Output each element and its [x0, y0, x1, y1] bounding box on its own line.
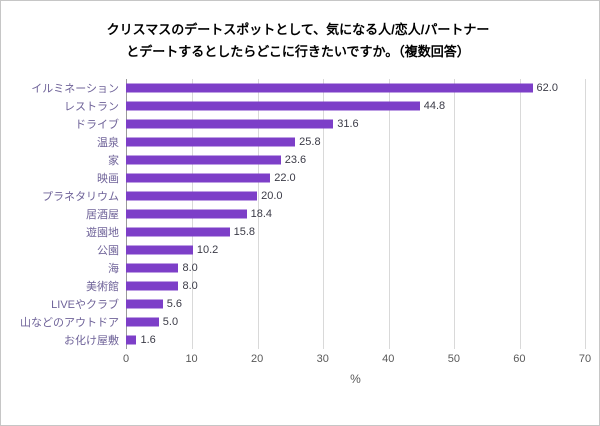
category-label: 映画	[97, 173, 119, 186]
bar-track: 15.8	[126, 223, 585, 241]
bar-chart: イルミネーション 62.0 レストラン 44.8 ドライブ 31.6 温泉 25.8 家 23.6…	[11, 79, 591, 387]
bar-row: 公園 10.2	[11, 241, 585, 259]
bar-row: プラネタリウム 20.0	[11, 187, 585, 205]
bar-track: 5.6	[126, 295, 585, 313]
chart-title-line-1: クリスマスのデートスポットとして、気になる人/恋人/パートナー	[106, 22, 490, 37]
x-tick-label: 10	[185, 353, 198, 366]
bar-row: LIVEやクラブ 5.6	[11, 295, 585, 313]
gridline	[585, 79, 586, 350]
category-label: ドライブ	[75, 119, 119, 132]
bar-row: 美術館 8.0	[11, 277, 585, 295]
x-tick-label: 20	[251, 353, 264, 366]
bar-track: 31.6	[126, 115, 585, 133]
bar-row: レストラン 44.8	[11, 97, 585, 115]
x-tick-label: 0	[122, 353, 130, 366]
x-tick-label: 30	[316, 353, 329, 366]
category-label: 山などのアウトドア	[20, 317, 119, 330]
chart-title-line-2: とデートするとしたらどこに行きたいですか。（複数回答）	[126, 44, 470, 60]
bar	[126, 263, 179, 273]
bar	[126, 209, 247, 219]
bar-track: 8.0	[126, 259, 585, 277]
bar-row: 映画 22.0	[11, 169, 585, 187]
bar	[126, 317, 159, 327]
category-label: レストラン	[64, 101, 119, 114]
category-label: お化け屋敷	[64, 335, 119, 348]
bar-track: 25.8	[126, 133, 585, 151]
bar-track: 62.0	[126, 79, 585, 97]
bar-track: 8.0	[126, 277, 585, 295]
x-axis-ticks: 0 10 20 30 40 50 60 70	[122, 353, 591, 369]
category-label: 海	[108, 263, 119, 276]
value-label: 18.4	[250, 208, 273, 221]
bar-row: 家 23.6	[11, 151, 585, 169]
value-label: 22.0	[274, 172, 296, 185]
category-label: 公園	[97, 245, 119, 258]
bar	[126, 299, 163, 309]
value-label: 5.0	[162, 316, 179, 329]
bar	[126, 173, 271, 183]
bar-track: 23.6	[126, 151, 585, 169]
gridline	[454, 79, 456, 350]
bar	[126, 191, 258, 201]
bar	[126, 155, 281, 165]
x-tick-label: 40	[382, 353, 395, 366]
value-label: 62.0	[536, 82, 558, 95]
bar-track: 20.0	[126, 187, 585, 205]
bar	[126, 281, 179, 291]
gridline	[257, 79, 259, 350]
value-label: 10.2	[196, 244, 219, 257]
value-label: 8.0	[182, 262, 198, 275]
bar	[126, 335, 137, 345]
category-label: LIVEやクラブ	[51, 299, 119, 312]
bar-track: 10.2	[126, 241, 585, 259]
gridline	[388, 79, 390, 350]
bar-track: 22.0	[126, 169, 585, 187]
bar	[126, 137, 296, 147]
bar-row: ドライブ 31.6	[11, 115, 585, 133]
value-label: 5.6	[166, 298, 183, 311]
category-label: 温泉	[97, 137, 119, 150]
bar	[126, 83, 533, 93]
bar-row: イルミネーション 62.0	[11, 79, 585, 97]
category-label: 家	[108, 155, 119, 168]
bar-row: 温泉 25.8	[11, 133, 585, 151]
x-tick-label: 70	[578, 353, 592, 366]
category-label: 美術館	[86, 281, 119, 294]
value-label: 23.6	[284, 154, 307, 167]
gridline	[323, 79, 325, 350]
category-label: イルミネーション	[31, 83, 119, 96]
bar-track: 5.0	[126, 313, 585, 331]
bar-row: 山などのアウトドア 5.0	[11, 313, 585, 331]
bar-row: 居酒屋 18.4	[11, 205, 585, 223]
value-label: 44.8	[423, 100, 446, 113]
chart-title: クリスマスのデートスポットとして、気になる人/恋人/パートナー とデートするとし…	[11, 19, 585, 63]
bar	[126, 119, 334, 129]
bar-track: 1.6	[126, 331, 585, 349]
value-label: 20.0	[261, 190, 283, 203]
value-label: 8.0	[182, 280, 198, 293]
value-label: 31.6	[337, 118, 359, 131]
x-tick-label: 60	[513, 353, 526, 366]
category-label: 遊園地	[86, 227, 119, 240]
bar-row: 海 8.0	[11, 259, 585, 277]
value-label: 15.8	[233, 226, 256, 239]
category-label: 居酒屋	[86, 209, 119, 222]
bar-row: お化け屋敷 1.6	[11, 331, 585, 349]
bar	[126, 101, 420, 111]
plot-area: イルミネーション 62.0 レストラン 44.8 ドライブ 31.6 温泉 25.8 家 23.6…	[11, 79, 586, 350]
value-label: 1.6	[140, 334, 156, 347]
value-label: 25.8	[299, 136, 321, 149]
bar-rows: イルミネーション 62.0 レストラン 44.8 ドライブ 31.6 温泉 25.8 家 23.6…	[11, 79, 585, 349]
bar	[126, 245, 193, 255]
bar	[126, 227, 230, 237]
bar-row: 遊園地 15.8	[11, 223, 585, 241]
bar-track: 44.8	[126, 97, 585, 115]
gridline	[519, 79, 521, 350]
x-tick-label: 50	[447, 353, 460, 366]
bar-track: 18.4	[126, 205, 585, 223]
x-axis-label: %	[350, 372, 361, 387]
category-label: プラネタリウム	[42, 191, 119, 204]
